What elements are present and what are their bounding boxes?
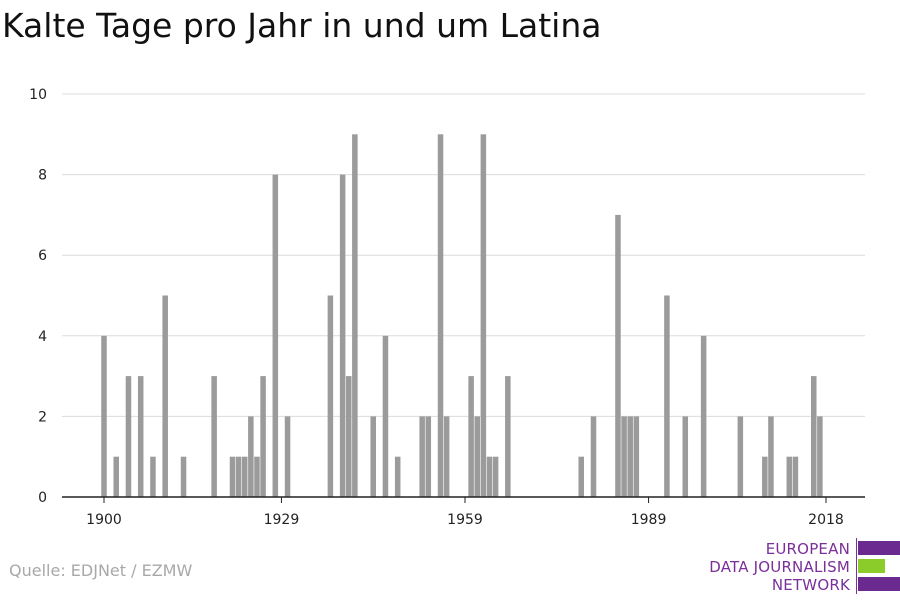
bar-1924[interactable]	[248, 416, 254, 497]
bar-1952[interactable]	[419, 416, 425, 497]
bar-1985[interactable]	[621, 416, 627, 497]
bar-1961[interactable]	[474, 416, 480, 497]
bar-1978[interactable]	[578, 456, 585, 497]
logo-line-3: NETWORK	[771, 576, 850, 594]
logo-text: EUROPEAN DATA JOURNALISM NETWORK	[709, 540, 850, 594]
bar-1941[interactable]	[352, 134, 358, 498]
grid-lines	[62, 93, 865, 417]
bar-1940[interactable]	[345, 376, 352, 497]
bar-1960[interactable]	[468, 376, 474, 497]
bar-1964[interactable]	[492, 456, 499, 497]
y-axis-ticks: 0 2 4 6 8 10	[29, 87, 47, 506]
y-tick-label: 6	[38, 248, 47, 264]
bar-1998[interactable]	[700, 335, 707, 497]
y-tick-label: 8	[38, 168, 47, 184]
bar-2012[interactable]	[786, 456, 793, 497]
x-tick-label: 1929	[264, 512, 300, 528]
bars	[101, 134, 823, 498]
x-tick-label: 1900	[86, 512, 122, 528]
y-tick-label: 10	[29, 87, 47, 103]
bar-1995[interactable]	[682, 416, 689, 497]
bar-1956[interactable]	[443, 416, 450, 497]
bar-2008[interactable]	[762, 456, 768, 497]
bar-1939[interactable]	[339, 174, 346, 497]
bar-2009[interactable]	[768, 416, 774, 497]
bar-2004[interactable]	[737, 416, 744, 497]
bar-1963[interactable]	[486, 456, 493, 497]
bar-1922[interactable]	[235, 456, 242, 497]
bar-1904[interactable]	[125, 376, 132, 497]
x-tick-label: 1959	[447, 512, 483, 528]
bar-1948[interactable]	[394, 456, 401, 497]
bar-1962[interactable]	[480, 134, 487, 498]
bar-1980[interactable]	[590, 416, 597, 497]
bar-1913[interactable]	[180, 456, 187, 497]
bar-1908[interactable]	[150, 456, 156, 497]
bar-1955[interactable]	[437, 134, 444, 498]
bar-1900[interactable]	[101, 335, 107, 497]
bar-1928[interactable]	[272, 174, 279, 497]
chart-title: Kalte Tage pro Jahr in und um Latina	[2, 6, 602, 45]
bar-2017[interactable]	[817, 416, 823, 497]
bar-1906[interactable]	[137, 376, 144, 497]
bar-2016[interactable]	[811, 376, 817, 497]
logo-bar-top	[858, 541, 900, 555]
x-tick-label: 2018	[808, 512, 844, 528]
y-tick-label: 4	[38, 329, 47, 345]
logo-bar-middle	[858, 559, 885, 573]
source-note: Quelle: EDJNet / EZMW	[9, 561, 193, 580]
logo-line-2: DATA JOURNALISM	[709, 558, 850, 576]
logo-bar-bottom	[858, 577, 900, 591]
logo-divider	[856, 538, 857, 594]
bar-1966[interactable]	[505, 376, 511, 497]
edjnet-logo[interactable]: EUROPEAN DATA JOURNALISM NETWORK	[700, 538, 900, 594]
bar-1986[interactable]	[627, 416, 633, 497]
bar-1937[interactable]	[327, 295, 334, 498]
bar-1923[interactable]	[241, 456, 248, 497]
logo-line-1: EUROPEAN	[765, 540, 850, 558]
bar-1921[interactable]	[229, 456, 236, 497]
bar-1984[interactable]	[615, 214, 621, 497]
x-tick-label: 1989	[631, 512, 667, 528]
bar-1946[interactable]	[382, 335, 389, 497]
bar-1992[interactable]	[664, 295, 670, 498]
x-axis-ticks: 1900 1929 1959 1989 2018	[86, 497, 844, 528]
bar-1930[interactable]	[284, 416, 291, 497]
bar-1987[interactable]	[633, 416, 640, 497]
y-tick-label: 0	[38, 490, 47, 506]
bar-1910[interactable]	[162, 295, 168, 498]
bar-2013[interactable]	[792, 456, 799, 497]
bar-1944[interactable]	[370, 416, 376, 497]
bar-1953[interactable]	[425, 416, 432, 497]
bar-1925[interactable]	[254, 456, 260, 497]
bar-1926[interactable]	[260, 376, 266, 497]
bar-1918[interactable]	[211, 376, 217, 497]
y-tick-label: 2	[38, 409, 47, 425]
bar-1902[interactable]	[113, 456, 119, 497]
